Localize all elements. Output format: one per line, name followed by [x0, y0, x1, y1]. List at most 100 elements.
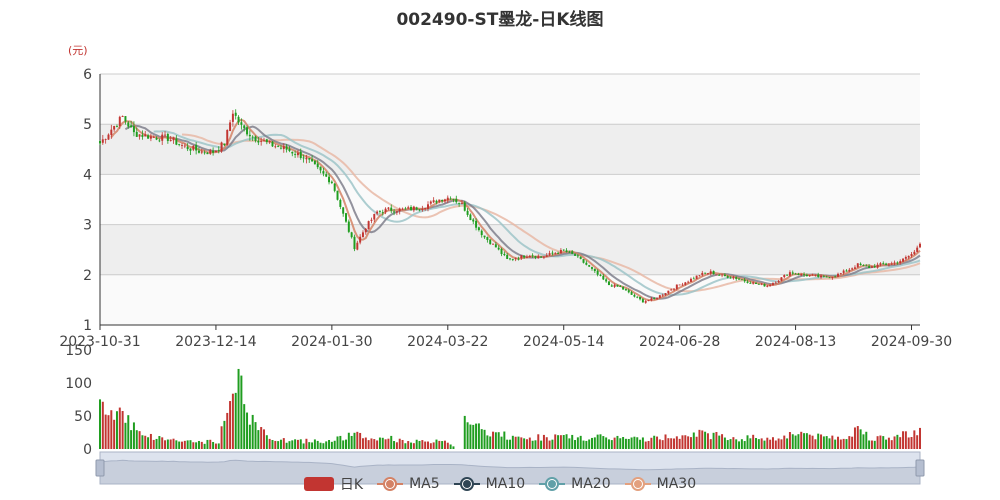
candle-body: [214, 150, 217, 153]
legend-item[interactable]: MA10: [453, 476, 525, 492]
volume-bar: [308, 442, 311, 449]
candle-body: [678, 284, 681, 286]
candle-body: [591, 267, 593, 269]
volume-bar: [415, 439, 418, 449]
candle-body: [492, 243, 495, 245]
volume-bar: [257, 430, 260, 449]
legend-item[interactable]: 日K: [303, 474, 363, 494]
volume-bar: [347, 432, 350, 449]
volume-bar: [138, 431, 141, 449]
candle-body: [658, 295, 661, 298]
volume-bar: [831, 435, 834, 449]
candle-body: [667, 290, 670, 294]
volume-bar: [675, 436, 678, 449]
candle-body: [271, 141, 274, 147]
candle-body: [607, 281, 610, 286]
volume-bar: [729, 439, 732, 449]
candle-body: [760, 283, 763, 285]
volume-bar: [452, 446, 455, 449]
candle-body: [497, 247, 500, 250]
candle-body: [353, 236, 356, 250]
x-tick-label: 2023-10-31: [59, 334, 140, 350]
candle-body: [596, 270, 599, 275]
candle-body: [820, 275, 823, 278]
volume-bar: [919, 427, 921, 449]
candle-body: [212, 150, 215, 153]
candle-body: [803, 274, 806, 276]
candle-body: [899, 261, 902, 263]
candle-body: [769, 285, 772, 287]
volume-bar: [681, 435, 684, 449]
volume-bar: [195, 442, 198, 449]
volume-bar: [514, 436, 517, 449]
volume-bar: [435, 439, 438, 449]
candle-body: [559, 249, 562, 254]
candle-body: [627, 290, 630, 293]
volume-tick-label: 100: [65, 376, 92, 392]
zoom-handle-left[interactable]: [95, 459, 105, 477]
candle-body: [636, 296, 639, 298]
candle-body: [342, 207, 345, 214]
volume-bar: [565, 434, 568, 449]
volume-bar: [627, 438, 630, 449]
volume-bar: [395, 442, 398, 449]
volume-bar: [599, 434, 602, 449]
volume-bar: [834, 439, 837, 449]
candle-body: [876, 264, 879, 268]
volume-bar: [370, 438, 373, 449]
candle-body: [197, 150, 200, 153]
candle-body: [712, 270, 715, 275]
volume-bar: [701, 430, 704, 449]
candle-body: [299, 151, 302, 159]
candle-body: [698, 275, 701, 277]
candle-body: [203, 152, 206, 154]
volume-bar: [155, 438, 158, 449]
candle-body: [268, 141, 271, 143]
candle-body: [916, 247, 919, 252]
candle-body: [859, 263, 862, 265]
candle-body: [237, 116, 240, 123]
candle-body: [418, 209, 421, 211]
volume-bar: [916, 435, 919, 449]
volume-bar: [226, 412, 229, 449]
volume-bar: [622, 437, 625, 449]
candle-body: [879, 263, 882, 265]
candle-body: [904, 257, 907, 259]
candle-body: [780, 277, 783, 281]
volume-bar: [593, 437, 596, 449]
volume-bar: [387, 438, 390, 449]
volume-bar: [559, 435, 562, 449]
candle-body: [124, 116, 127, 122]
volume-bar: [755, 438, 757, 449]
candle-body: [531, 255, 534, 257]
volume-bar: [664, 434, 667, 449]
volume-bar: [322, 443, 325, 449]
volume-bar: [427, 441, 429, 449]
candle-body: [537, 256, 540, 259]
candle-body: [834, 276, 837, 278]
volume-bar: [220, 426, 223, 449]
zoom-handle-right[interactable]: [915, 459, 925, 477]
x-tick-label: 2024-09-30: [871, 334, 952, 350]
candle-body: [616, 284, 619, 287]
candle-body: [514, 258, 517, 260]
volume-bar: [715, 431, 718, 449]
legend-item[interactable]: MA5: [377, 476, 440, 492]
candle-body: [220, 142, 223, 152]
volume-bar: [288, 441, 291, 449]
candle-body: [384, 208, 387, 213]
volume-bar: [673, 438, 675, 449]
candle-body: [438, 199, 441, 202]
candle-body: [554, 253, 557, 255]
candle-body: [749, 283, 752, 284]
candle-body: [322, 171, 325, 174]
volume-bar: [837, 436, 839, 449]
volume-bar: [443, 440, 446, 449]
volume-bar: [656, 436, 659, 449]
volume-bar: [896, 434, 899, 449]
legend-item[interactable]: MA20: [539, 476, 611, 492]
candle-body: [333, 183, 336, 191]
legend-item[interactable]: MA30: [624, 476, 696, 492]
volume-bar: [582, 440, 585, 449]
candle-body: [721, 274, 724, 276]
